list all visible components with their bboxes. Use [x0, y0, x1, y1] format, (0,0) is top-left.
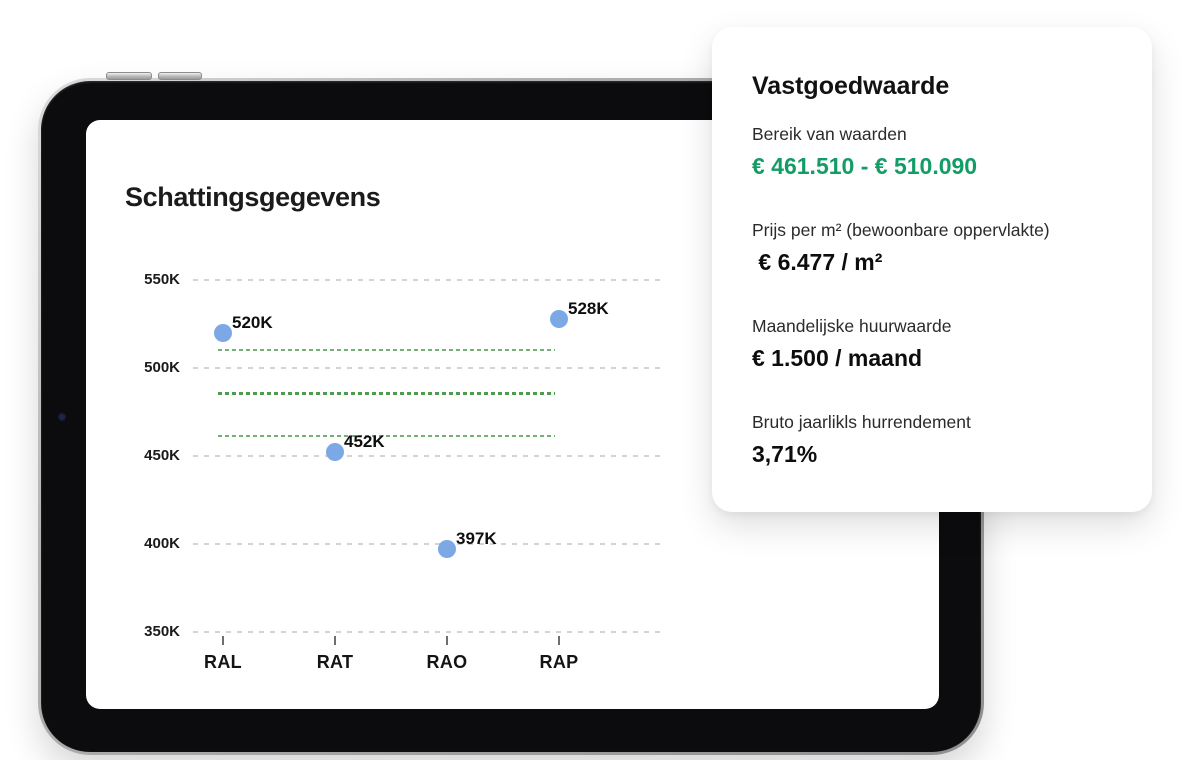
data-point-dot-RAP — [550, 309, 568, 328]
value-range-label: Bereik van waarden — [752, 124, 907, 144]
data-point-label-RAO: 397K — [456, 529, 497, 549]
value-range-value: € 461.510 - € 510.090 — [752, 153, 978, 179]
range-upper-line — [218, 349, 555, 352]
price-per-m2-section: Prijs per m² (bewoonbare oppervlakte) € … — [752, 219, 1112, 277]
y-axis-tick-label: 450K — [144, 447, 180, 464]
x-axis-tick — [558, 636, 560, 645]
tablet-volume-button-2 — [158, 72, 202, 80]
gridline — [193, 367, 665, 369]
gross-yield-label: Bruto jaarlikls hurrendement — [752, 412, 971, 432]
tablet-volume-button-1 — [106, 72, 152, 80]
scatter-chart: 550K 500K 450K 400K 350K RAL RAT RAO RAP 520K 452K… — [86, 120, 939, 709]
data-point-dot-RAT — [326, 443, 344, 462]
property-value-card: Vastgoedwaarde Bereik van waarden € 461.… — [712, 27, 1152, 512]
y-axis-tick-label: 350K — [144, 623, 180, 640]
price-per-m2-value: € 6.477 / m² — [752, 249, 883, 275]
x-axis-category-label: RAT — [316, 652, 354, 672]
y-axis-tick-label: 550K — [144, 271, 180, 288]
data-point-label-RAL: 520K — [232, 312, 273, 332]
price-per-m2-label: Prijs per m² (bewoonbare oppervlakte) — [752, 220, 1050, 240]
x-axis-category-label: RAL — [204, 652, 242, 672]
y-axis-tick-label: 500K — [144, 359, 180, 376]
gross-yield-section: Bruto jaarlikls hurrendement 3,71% — [752, 411, 1112, 469]
value-range-section: Bereik van waarden € 461.510 - € 510.090 — [752, 123, 1112, 181]
x-axis-category-label: RAO — [426, 652, 468, 672]
data-point-label-RAP: 528K — [568, 298, 609, 318]
y-axis-tick-label: 400K — [144, 535, 180, 552]
x-axis-tick — [334, 636, 336, 645]
gridline — [193, 455, 665, 457]
monthly-rent-section: Maandelijske huurwaarde € 1.500 / maand — [752, 315, 1112, 373]
gridline — [193, 279, 665, 281]
data-point-dot-RAO — [438, 540, 456, 559]
data-point-dot-RAL — [214, 323, 232, 342]
range-lower-line — [218, 434, 555, 437]
monthly-rent-value: € 1.500 / maand — [752, 345, 923, 371]
chart-title: Schattingsgegevens — [125, 182, 381, 212]
x-axis-tick — [446, 636, 448, 645]
x-axis-tick — [222, 636, 224, 645]
data-point-label-RAT: 452K — [344, 432, 385, 452]
gridline — [193, 631, 665, 633]
monthly-rent-label: Maandelijske huurwaarde — [752, 316, 952, 336]
x-axis-category-label: RAP — [539, 652, 579, 672]
range-estimate-line — [218, 391, 555, 395]
camera-icon — [59, 414, 65, 420]
card-title: Vastgoedwaarde — [752, 72, 950, 100]
gross-yield-value: 3,71% — [752, 441, 818, 467]
gridline — [193, 543, 665, 545]
